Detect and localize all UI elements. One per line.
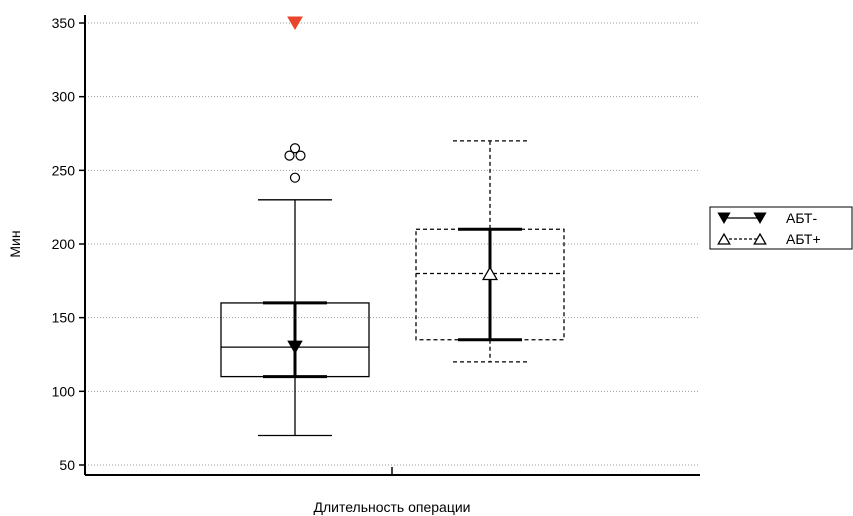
y-tick-label: 150 [52,310,76,326]
mean-marker [481,266,499,281]
outlier-point [289,143,301,154]
legend: АБТ- АБТ+ [709,206,853,250]
y-tick-label: 50 [59,457,75,473]
box-plot-abt-plus [415,140,565,363]
legend-label: АБТ+ [786,231,821,247]
y-tick-label: 200 [52,236,76,252]
box-plots [220,16,565,437]
outlier-point [284,150,295,161]
legend-marker [717,232,731,245]
y-axis: 50 100 150 200 250 300 350 [52,15,700,476]
grid-lines [85,22,700,466]
box-plot-abt-minus [220,16,370,437]
mean-marker [287,340,303,355]
legend-marker [753,232,767,245]
legend-box [709,206,853,250]
y-tick-label: 250 [52,162,76,178]
y-tick-label: 300 [52,89,76,105]
legend-marker [717,212,731,225]
y-tick-label: 350 [52,15,76,31]
legend-marker [753,212,767,225]
y-axis-label: Мин [7,230,23,257]
far-outlier-point [287,16,303,30]
x-axis-label: Длительность операции [313,499,470,515]
legend-item: АБТ+ [717,231,821,247]
legend-item: АБТ- [717,210,817,226]
outlier-point [289,172,301,183]
legend-label: АБТ- [786,210,817,226]
outlier-point [295,150,306,161]
y-tick-label: 100 [52,383,76,399]
